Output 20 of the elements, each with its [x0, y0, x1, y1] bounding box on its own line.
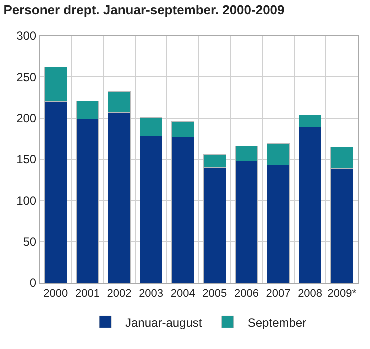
x-tick-label: 2002 — [107, 288, 132, 300]
y-tick-label: 250 — [16, 70, 37, 84]
chart-title: Personer drept. Januar-september. 2000-2009 — [4, 2, 285, 18]
legend-label: Januar-august — [126, 316, 203, 330]
y-tick-label: 0 — [30, 276, 37, 290]
x-tick-label: 2003 — [139, 288, 164, 300]
y-tick-label: 200 — [16, 112, 37, 126]
y-tick-label: 50 — [23, 235, 37, 250]
y-tick-label: 300 — [16, 29, 37, 44]
x-tick-label: 2005 — [202, 288, 228, 300]
x-tick-label: 2001 — [75, 288, 100, 300]
y-tick-label: 100 — [16, 194, 37, 208]
x-tick-label: 2007 — [266, 288, 291, 300]
y-tick-label: 150 — [16, 152, 37, 167]
x-tick-label: 2009* — [328, 288, 358, 300]
x-tick-label: 2008 — [298, 288, 323, 300]
x-tick-label: 2004 — [170, 288, 196, 300]
legend-label: September — [248, 316, 307, 330]
x-tick-label: 2000 — [44, 288, 68, 300]
x-tick-label: 2006 — [234, 288, 259, 300]
